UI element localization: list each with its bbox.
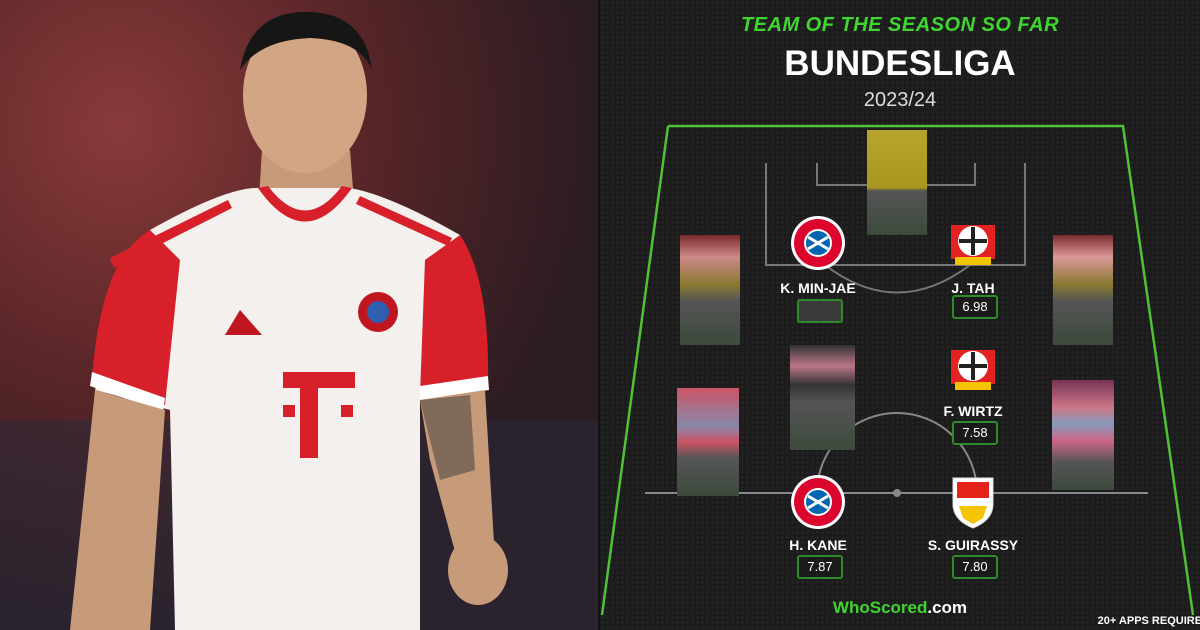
whoscored-logo: WhoScored.com [600,598,1200,618]
pixelated-player-rw [1052,380,1114,490]
bayern-badge-icon [791,216,845,270]
player-illustration [0,11,598,630]
player-name: S. GUIRASSY [927,537,1019,553]
pixelated-player-lb [680,235,740,345]
bayern-badge-icon [791,475,845,529]
pixelated-player-lw [677,388,739,496]
leverkusen-badge-icon [951,350,995,390]
player-rating: 7.80 [952,555,998,579]
player-name: F. WIRTZ [943,403,1003,419]
pixelated-player-gk [867,130,927,235]
player-rating [797,299,843,323]
season: 2023/24 [863,89,937,111]
pitch [600,124,1195,616]
leverkusen-badge-icon [951,225,995,265]
player-rating: 7.58 [952,421,998,445]
stuttgart-badge-icon [952,477,994,529]
subtitle: TEAM OF THE SEASON SO FAR [740,14,1060,36]
player-rating: 7.87 [797,555,843,579]
player-name: H. KANE [789,537,847,553]
player-name: K. MIN-JAE [780,280,856,296]
player-photo [0,0,598,630]
logo-tld: .com [927,598,968,617]
league-title: BUNDESLIGA [784,44,1016,83]
logo-word: WhoScored [832,598,928,617]
player-rating: 6.98 [952,295,998,319]
footnote: 20+ APPS REQUIRED [1097,615,1200,627]
team-of-season-graphic: TEAM OF THE SEASON SO FAR BUNDESLIGA 202… [600,0,1200,630]
player-name: J. TAH [951,280,995,296]
pixelated-player-cm [790,345,855,450]
pixelated-player-rb [1053,235,1113,345]
